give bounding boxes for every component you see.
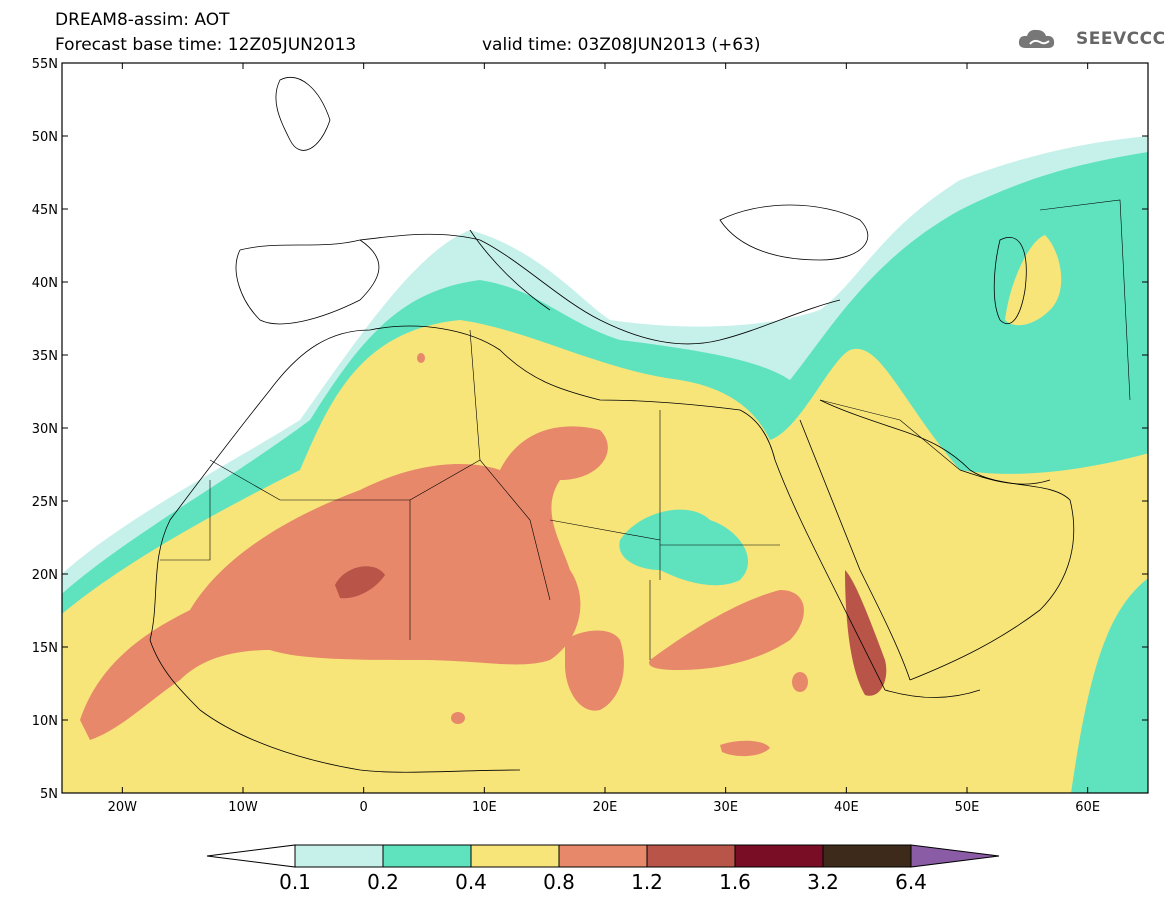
aot-level-0.8-dot bbox=[451, 712, 465, 724]
colorbar-label: 1.2 bbox=[631, 870, 663, 894]
latitude-axis: 5N 10N 15N 20N 25N 30N 35N 40N 45N 50N 55N bbox=[32, 57, 1148, 802]
black-sea bbox=[719, 204, 869, 261]
aot-level-1.2-redsea bbox=[845, 570, 887, 696]
caspian-sea bbox=[993, 237, 1027, 325]
colorbar-segment bbox=[470, 844, 560, 868]
borders bbox=[160, 199, 1131, 660]
colorbar: 0.1 0.2 0.4 0.8 1.2 1.6 3.2 6.4 bbox=[206, 844, 1000, 894]
aot-level-0.8-dot2 bbox=[792, 672, 808, 692]
colorbar-label: 0.4 bbox=[455, 870, 487, 894]
aot-level-1.2 bbox=[335, 566, 385, 599]
lat-tick-label: 55N bbox=[32, 57, 58, 72]
colorbar-label: 3.2 bbox=[807, 870, 839, 894]
britain bbox=[275, 77, 331, 151]
lat-tick-label: 35N bbox=[32, 349, 58, 364]
cloud-logo-icon bbox=[1018, 29, 1055, 48]
colorbar-label: 0.8 bbox=[543, 870, 575, 894]
lon-tick-label: 20W bbox=[108, 800, 138, 815]
lon-tick-label: 40E bbox=[834, 800, 859, 815]
lon-tick-label: 10W bbox=[228, 800, 258, 815]
iberia bbox=[235, 239, 380, 325]
lon-tick-label: 50E bbox=[955, 800, 980, 815]
aot-level-0.2-patch bbox=[619, 509, 749, 586]
africa-north-coast bbox=[149, 325, 776, 641]
lon-tick-label: 0 bbox=[360, 800, 368, 815]
aot-level-0.8-chad bbox=[565, 630, 624, 711]
forecast-base-time: Forecast base time: 12Z05JUN2013 bbox=[55, 35, 357, 55]
lat-tick-label: 10N bbox=[32, 714, 58, 729]
colorbar-lower-arrow bbox=[206, 844, 296, 868]
arabia-coast bbox=[819, 399, 1075, 681]
lon-tick-label: 60E bbox=[1075, 800, 1100, 815]
lat-tick-label: 15N bbox=[32, 641, 58, 656]
lat-tick-label: 45N bbox=[32, 203, 58, 218]
lat-tick-label: 50N bbox=[32, 130, 58, 145]
lat-tick-label: 5N bbox=[40, 787, 58, 802]
colorbar-label: 0.1 bbox=[279, 870, 311, 894]
aot-level-0.8-small bbox=[720, 740, 770, 757]
colorbar-label: 6.4 bbox=[895, 870, 927, 894]
lon-tick-label: 20E bbox=[593, 800, 618, 815]
colorbar-segment bbox=[734, 844, 824, 868]
aot-level-0.8-sudan bbox=[649, 590, 804, 670]
red-sea-west bbox=[774, 459, 886, 691]
colorbar-segment bbox=[382, 844, 472, 868]
colorbar-label: 0.2 bbox=[367, 870, 399, 894]
lon-tick-label: 30E bbox=[713, 800, 738, 815]
chart-title: DREAM8-assim: AOT bbox=[55, 10, 230, 30]
aot-level-0.8-spot bbox=[417, 353, 425, 363]
red-sea-east bbox=[799, 419, 911, 681]
seevccc-logo: SEEVCCC bbox=[1016, 24, 1165, 54]
persian-gulf bbox=[959, 469, 1051, 485]
europe-south-coast bbox=[239, 233, 841, 345]
lat-tick-label: 40N bbox=[32, 276, 58, 291]
colorbar-segment bbox=[646, 844, 736, 868]
aot-field bbox=[62, 136, 1148, 793]
lon-tick-label: 10E bbox=[472, 800, 497, 815]
colorbar-segment bbox=[558, 844, 648, 868]
lat-tick-label: 25N bbox=[32, 495, 58, 510]
colorbar-segment bbox=[294, 844, 384, 868]
italy bbox=[469, 229, 551, 311]
gulf-of-aden bbox=[884, 689, 981, 698]
coastlines bbox=[149, 77, 1075, 773]
longitude-axis: 20W 10W 0 10E 20E 30E 40E 50E 60E bbox=[108, 63, 1100, 815]
colorbar-label: 1.6 bbox=[719, 870, 751, 894]
lat-tick-label: 30N bbox=[32, 422, 58, 437]
logo-text: SEEVCCC bbox=[1076, 29, 1165, 49]
west-africa-coast bbox=[149, 639, 521, 773]
colorbar-upper-arrow bbox=[910, 844, 1000, 868]
lat-tick-label: 20N bbox=[32, 568, 58, 583]
aot-level-0.4-patch bbox=[1005, 235, 1062, 326]
valid-time: valid time: 03Z08JUN2013 (+63) bbox=[482, 35, 761, 55]
colorbar-segment bbox=[822, 844, 912, 868]
